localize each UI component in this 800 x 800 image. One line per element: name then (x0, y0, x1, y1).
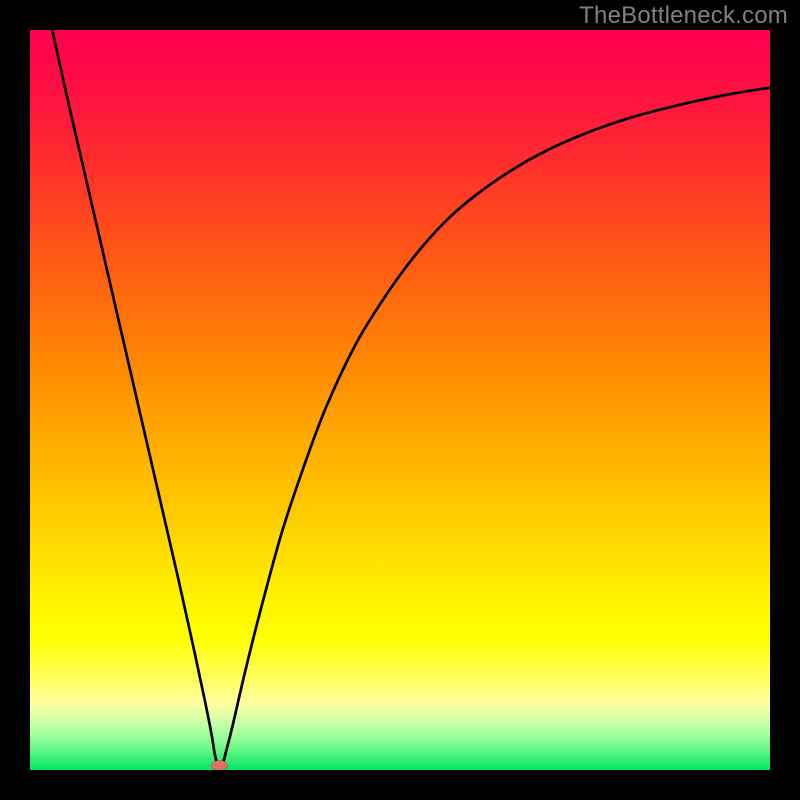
bottleneck-curve-chart (30, 30, 770, 770)
chart-container: { "watermark": { "text": "TheBottleneck.… (0, 0, 800, 800)
chart-background (30, 30, 770, 770)
watermark-text: TheBottleneck.com (579, 2, 788, 30)
optimum-marker (211, 760, 227, 770)
